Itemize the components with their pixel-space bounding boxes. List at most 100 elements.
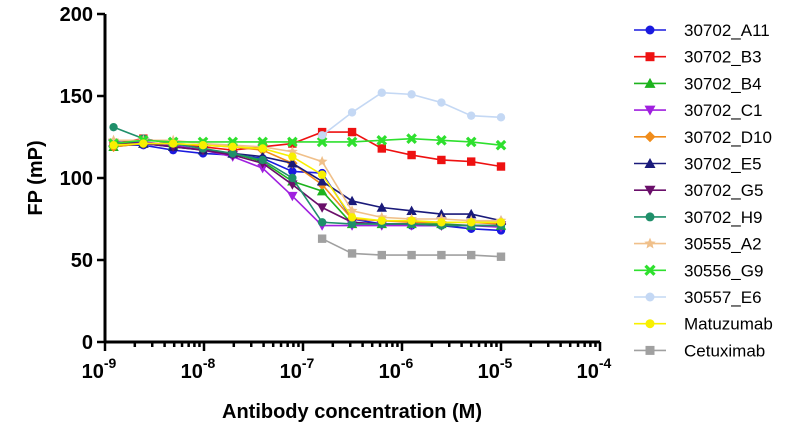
data-point: [228, 142, 237, 152]
data-point: [316, 176, 328, 186]
legend-marker: [645, 212, 655, 222]
data-point: [376, 134, 388, 146]
legend-label: 30702_G5: [684, 181, 763, 200]
data-point: [437, 218, 446, 227]
data-point: [347, 219, 357, 229]
legend-marker: [645, 292, 655, 302]
legend-item: 30702_H9: [634, 208, 762, 227]
data-point: [287, 158, 298, 168]
legend-item: 30557_E6: [634, 288, 762, 307]
series-30556_G9: [108, 133, 507, 151]
data-point: [466, 111, 476, 120]
legend-item: 30702_G5: [634, 181, 763, 200]
legend-marker: [644, 105, 656, 116]
data-point: [168, 139, 178, 148]
y-ticks: 0 50 100 150 200: [60, 4, 105, 354]
data-point: [377, 88, 386, 97]
legend-marker: [645, 345, 655, 355]
data-point: [317, 218, 327, 227]
x-tick-label: 10-6: [379, 355, 414, 383]
legend-marker: [644, 158, 656, 168]
plot-area: [108, 88, 507, 261]
data-point: [346, 136, 358, 148]
data-point: [316, 155, 328, 167]
data-point: [496, 218, 506, 227]
data-point: [258, 144, 267, 153]
series-line: [113, 142, 501, 224]
series-30702_A11: [109, 141, 506, 235]
legend-label: 30556_G9: [684, 261, 763, 280]
data-point: [139, 139, 148, 148]
legend-item: 30702_E5: [634, 155, 762, 174]
legend-marker: [644, 77, 656, 88]
data-point: [407, 250, 416, 260]
legend-label: 30702_D10: [684, 128, 772, 147]
y-tick-label: 50: [71, 250, 93, 272]
data-point: [407, 216, 416, 225]
data-point: [198, 141, 208, 150]
data-point: [317, 170, 327, 179]
legend-label: Matuzumab: [684, 315, 773, 334]
data-point: [496, 162, 506, 171]
legend: 30702_A11 30702_B3 30702_B4 30702_C1 30702_D…: [634, 21, 773, 360]
data-point: [347, 108, 357, 117]
x-ticks: 10-9 10-8 10-7 10-6 10-5 10-4: [82, 342, 612, 383]
data-point: [377, 250, 386, 260]
series-30702_D10: [108, 138, 507, 230]
legend-marker: [644, 264, 656, 276]
legend-label: 30555_A2: [684, 235, 762, 254]
data-point: [288, 167, 297, 176]
x-tick-label: 10-5: [478, 355, 513, 383]
series-30557_E6: [317, 88, 506, 140]
legend-item: Cetuximab: [634, 341, 765, 360]
axes: [103, 14, 600, 344]
legend-label: 30702_B3: [684, 48, 762, 67]
data-point: [316, 185, 328, 196]
series-line: [113, 137, 502, 146]
data-point: [466, 250, 476, 260]
data-point: [346, 195, 358, 206]
legend-item: 30702_B3: [634, 48, 762, 67]
data-point: [288, 173, 297, 183]
data-point: [466, 157, 476, 166]
series-30702_B4: [108, 138, 507, 230]
legend-label: 30557_E6: [684, 288, 762, 307]
x-tick-label: 10-4: [577, 355, 612, 383]
legend-label: 30702_C1: [684, 101, 762, 120]
data-point: [257, 163, 268, 174]
data-point: [466, 218, 476, 227]
data-point: [316, 203, 328, 213]
data-point: [437, 98, 446, 107]
data-point: [496, 113, 506, 122]
data-point: [496, 252, 506, 261]
series-30702_G5: [108, 139, 507, 231]
data-point: [465, 208, 477, 219]
x-tick-label: 10-9: [82, 355, 117, 383]
legend-marker: [644, 185, 656, 196]
data-point: [317, 234, 327, 243]
series-Cetuximab: [317, 234, 506, 261]
data-point: [228, 149, 237, 158]
data-point: [258, 155, 267, 165]
data-point: [109, 122, 118, 132]
y-tick-label: 150: [60, 86, 93, 108]
legend-label: 30702_A11: [684, 21, 770, 40]
y-tick-label: 200: [60, 4, 93, 26]
legend-item: 30702_C1: [634, 101, 762, 120]
legend-item: 30702_A11: [634, 21, 770, 40]
data-point: [287, 191, 298, 202]
legend-item: Matuzumab: [634, 315, 773, 334]
data-point: [347, 127, 357, 137]
data-point: [288, 152, 297, 161]
legend-item: 30555_A2: [634, 235, 762, 254]
legend-marker: [644, 237, 656, 249]
data-point: [406, 205, 417, 215]
y-axis-title: FP (mP): [25, 140, 47, 215]
data-point: [257, 136, 268, 148]
data-point: [465, 136, 477, 148]
data-point: [406, 133, 417, 144]
legend-marker: [644, 131, 656, 143]
data-point: [109, 141, 118, 150]
y-tick-label: 100: [60, 168, 93, 190]
